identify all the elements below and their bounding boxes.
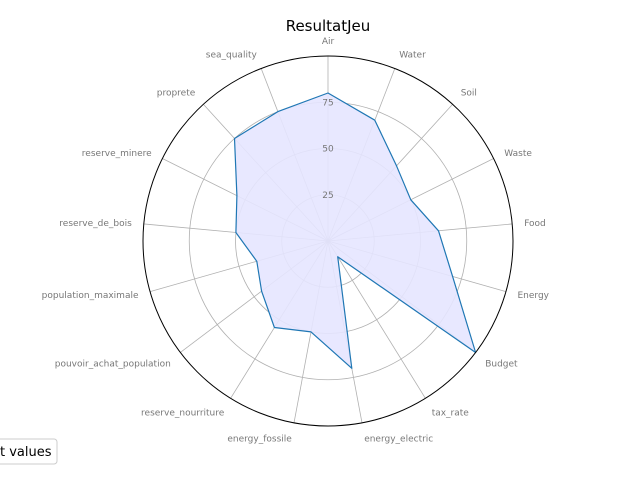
axis-label: reserve_de_bois: [59, 219, 132, 229]
axis-label: population_maximale: [42, 291, 139, 301]
axis-label: Water: [399, 50, 426, 60]
radar-frame: [142, 55, 514, 427]
axis-label: energy_fossile: [227, 435, 292, 445]
chart-title: ResultatJeu: [286, 17, 371, 35]
grid-spoke: [327, 240, 426, 399]
radial-tick-labels: 25 50 75: [322, 98, 334, 201]
axis-label: reserve_minere: [82, 149, 152, 159]
axis-label: energy_electric: [364, 435, 433, 445]
axis-label: Soil: [461, 88, 477, 98]
axis-label: Air: [322, 37, 335, 47]
legend-box: [0, 438, 58, 465]
outer-frame: [142, 55, 514, 427]
axis-label: Food: [524, 219, 546, 229]
axis-label: sea_quality: [206, 50, 258, 60]
axis-label: Waste: [504, 149, 532, 159]
legend: t values: [0, 438, 58, 465]
series-line: [233, 92, 477, 369]
legend-label: t values: [0, 445, 52, 460]
axis-label: Energy: [518, 291, 550, 301]
radial-tick-label: 25: [322, 191, 333, 201]
axis-label: proprete: [157, 88, 196, 98]
radar-series: [233, 92, 477, 369]
axis-label: pouvoir_achat_population: [55, 360, 171, 370]
axis-labels: Air Water Soil Waste Food Energy Budget tax_rat…: [42, 37, 550, 445]
radial-tick-label: 75: [322, 98, 333, 108]
radial-tick-label: 50: [322, 145, 334, 155]
axis-label: Budget: [485, 360, 518, 370]
series-area: [234, 93, 476, 369]
axis-label: reserve_nourriture: [141, 409, 225, 419]
axis-label: tax_rate: [432, 409, 470, 419]
